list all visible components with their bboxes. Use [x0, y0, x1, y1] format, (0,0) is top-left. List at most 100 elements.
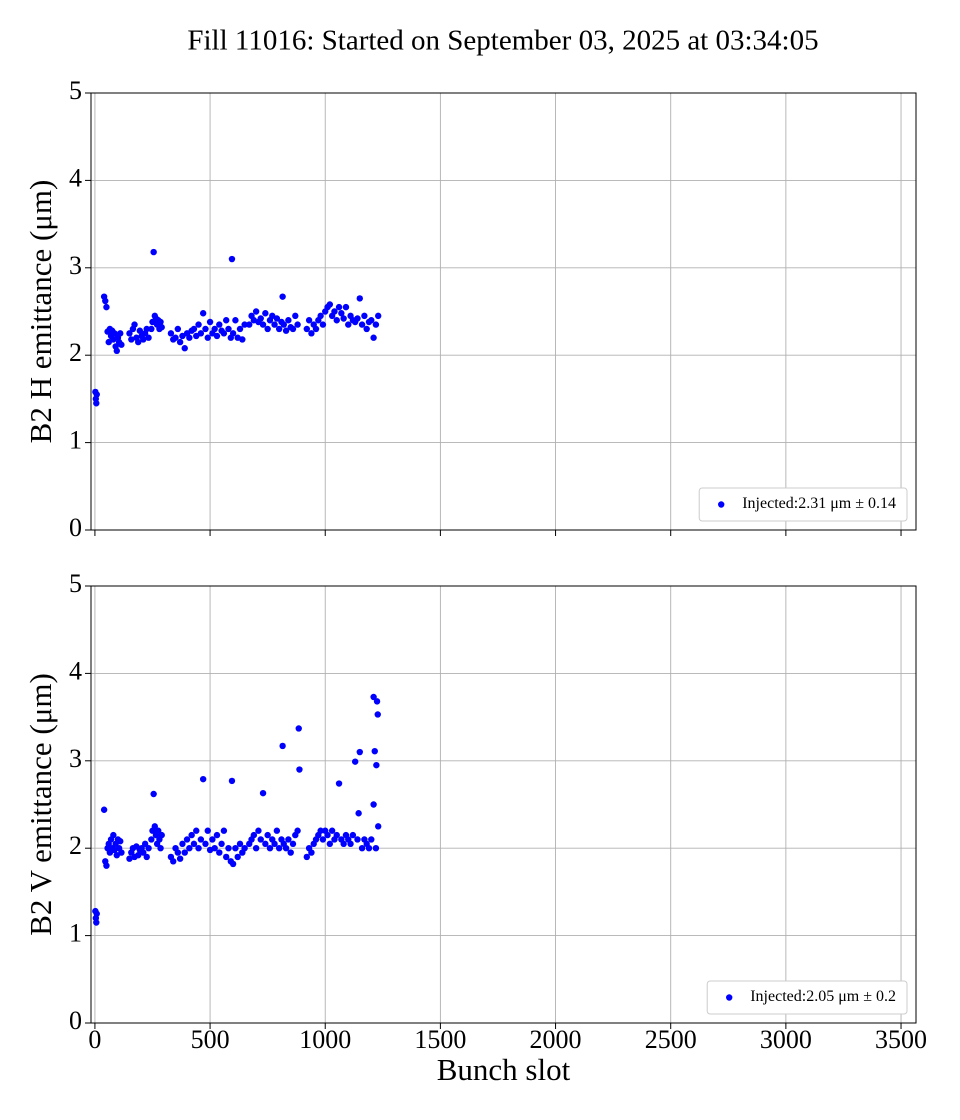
point — [335, 303, 343, 311]
point — [158, 324, 165, 331]
y-tick-label: 2 — [69, 338, 82, 367]
point — [103, 303, 110, 311]
point — [342, 303, 350, 311]
y-tick-label: 4 — [69, 656, 82, 685]
legend-box — [706, 980, 908, 1015]
point — [239, 336, 246, 343]
point — [135, 851, 142, 859]
point — [294, 321, 301, 328]
point — [216, 849, 223, 856]
point — [181, 849, 188, 856]
point — [338, 310, 345, 317]
point — [197, 330, 205, 337]
point — [370, 693, 377, 701]
point — [118, 849, 125, 856]
point — [317, 827, 324, 834]
y-tick-label: 0 — [69, 513, 82, 542]
point — [140, 336, 147, 343]
point — [252, 845, 260, 852]
legend-label: Injected:2.05 μm ± 0.2 — [750, 988, 896, 1005]
y-tick-label: 1 — [69, 426, 82, 455]
figure-title: Fill 11016: Started on September 03, 202… — [187, 25, 818, 57]
point — [145, 334, 152, 341]
point — [375, 312, 382, 320]
point — [371, 747, 378, 755]
point — [174, 849, 182, 856]
point — [275, 845, 283, 852]
point — [111, 330, 118, 337]
x-tick-label: 0 — [88, 1025, 101, 1054]
point — [190, 840, 198, 848]
point — [117, 330, 124, 337]
point — [222, 853, 230, 861]
point — [333, 317, 340, 324]
x-tick-label: 1000 — [299, 1025, 351, 1054]
point — [141, 840, 149, 848]
point — [213, 332, 221, 340]
point — [287, 849, 294, 856]
point — [213, 831, 221, 839]
point — [361, 312, 368, 320]
y-tick-label: 5 — [69, 569, 82, 598]
point — [167, 330, 175, 337]
point — [333, 831, 340, 839]
point — [354, 315, 361, 322]
x-tick-label: 500 — [191, 1025, 230, 1054]
point — [135, 338, 142, 346]
point — [358, 321, 366, 328]
point — [280, 321, 287, 328]
point — [136, 327, 144, 334]
point — [319, 321, 327, 328]
point — [143, 853, 150, 861]
point — [234, 853, 241, 861]
point — [358, 845, 366, 852]
point — [172, 334, 179, 341]
legend-marker — [718, 501, 725, 508]
points — [92, 248, 382, 407]
point — [373, 761, 380, 769]
point — [150, 248, 157, 256]
point — [257, 836, 264, 843]
point — [335, 780, 343, 787]
point — [279, 742, 286, 750]
point — [222, 317, 230, 324]
point — [199, 775, 207, 783]
point — [356, 748, 363, 756]
point — [209, 836, 216, 843]
point — [266, 845, 274, 852]
y-tick-label: 3 — [69, 744, 82, 773]
point — [197, 836, 205, 843]
point — [375, 823, 382, 830]
point — [145, 845, 152, 852]
point — [319, 836, 327, 843]
y-tick-label: 5 — [69, 76, 82, 105]
point — [372, 845, 380, 852]
point — [259, 789, 267, 797]
point — [275, 325, 283, 333]
y-tick-label: 2 — [69, 831, 82, 860]
point — [289, 325, 297, 333]
point — [264, 325, 271, 333]
point — [103, 862, 110, 869]
point — [365, 845, 373, 852]
point — [229, 330, 237, 337]
y-tick-label: 1 — [69, 919, 82, 948]
point — [150, 790, 157, 798]
point — [324, 831, 331, 839]
point — [102, 297, 109, 305]
point — [340, 315, 347, 322]
x-axis-label: Bunch slot — [437, 1052, 571, 1087]
point — [279, 293, 286, 300]
point — [216, 321, 223, 328]
point — [308, 849, 315, 856]
point — [199, 310, 207, 317]
point — [202, 840, 209, 848]
point — [331, 308, 338, 315]
point — [340, 840, 347, 848]
point — [312, 325, 320, 333]
legend-label: Injected:2.31 μm ± 0.14 — [742, 495, 896, 512]
point — [292, 312, 299, 320]
point — [285, 836, 292, 843]
